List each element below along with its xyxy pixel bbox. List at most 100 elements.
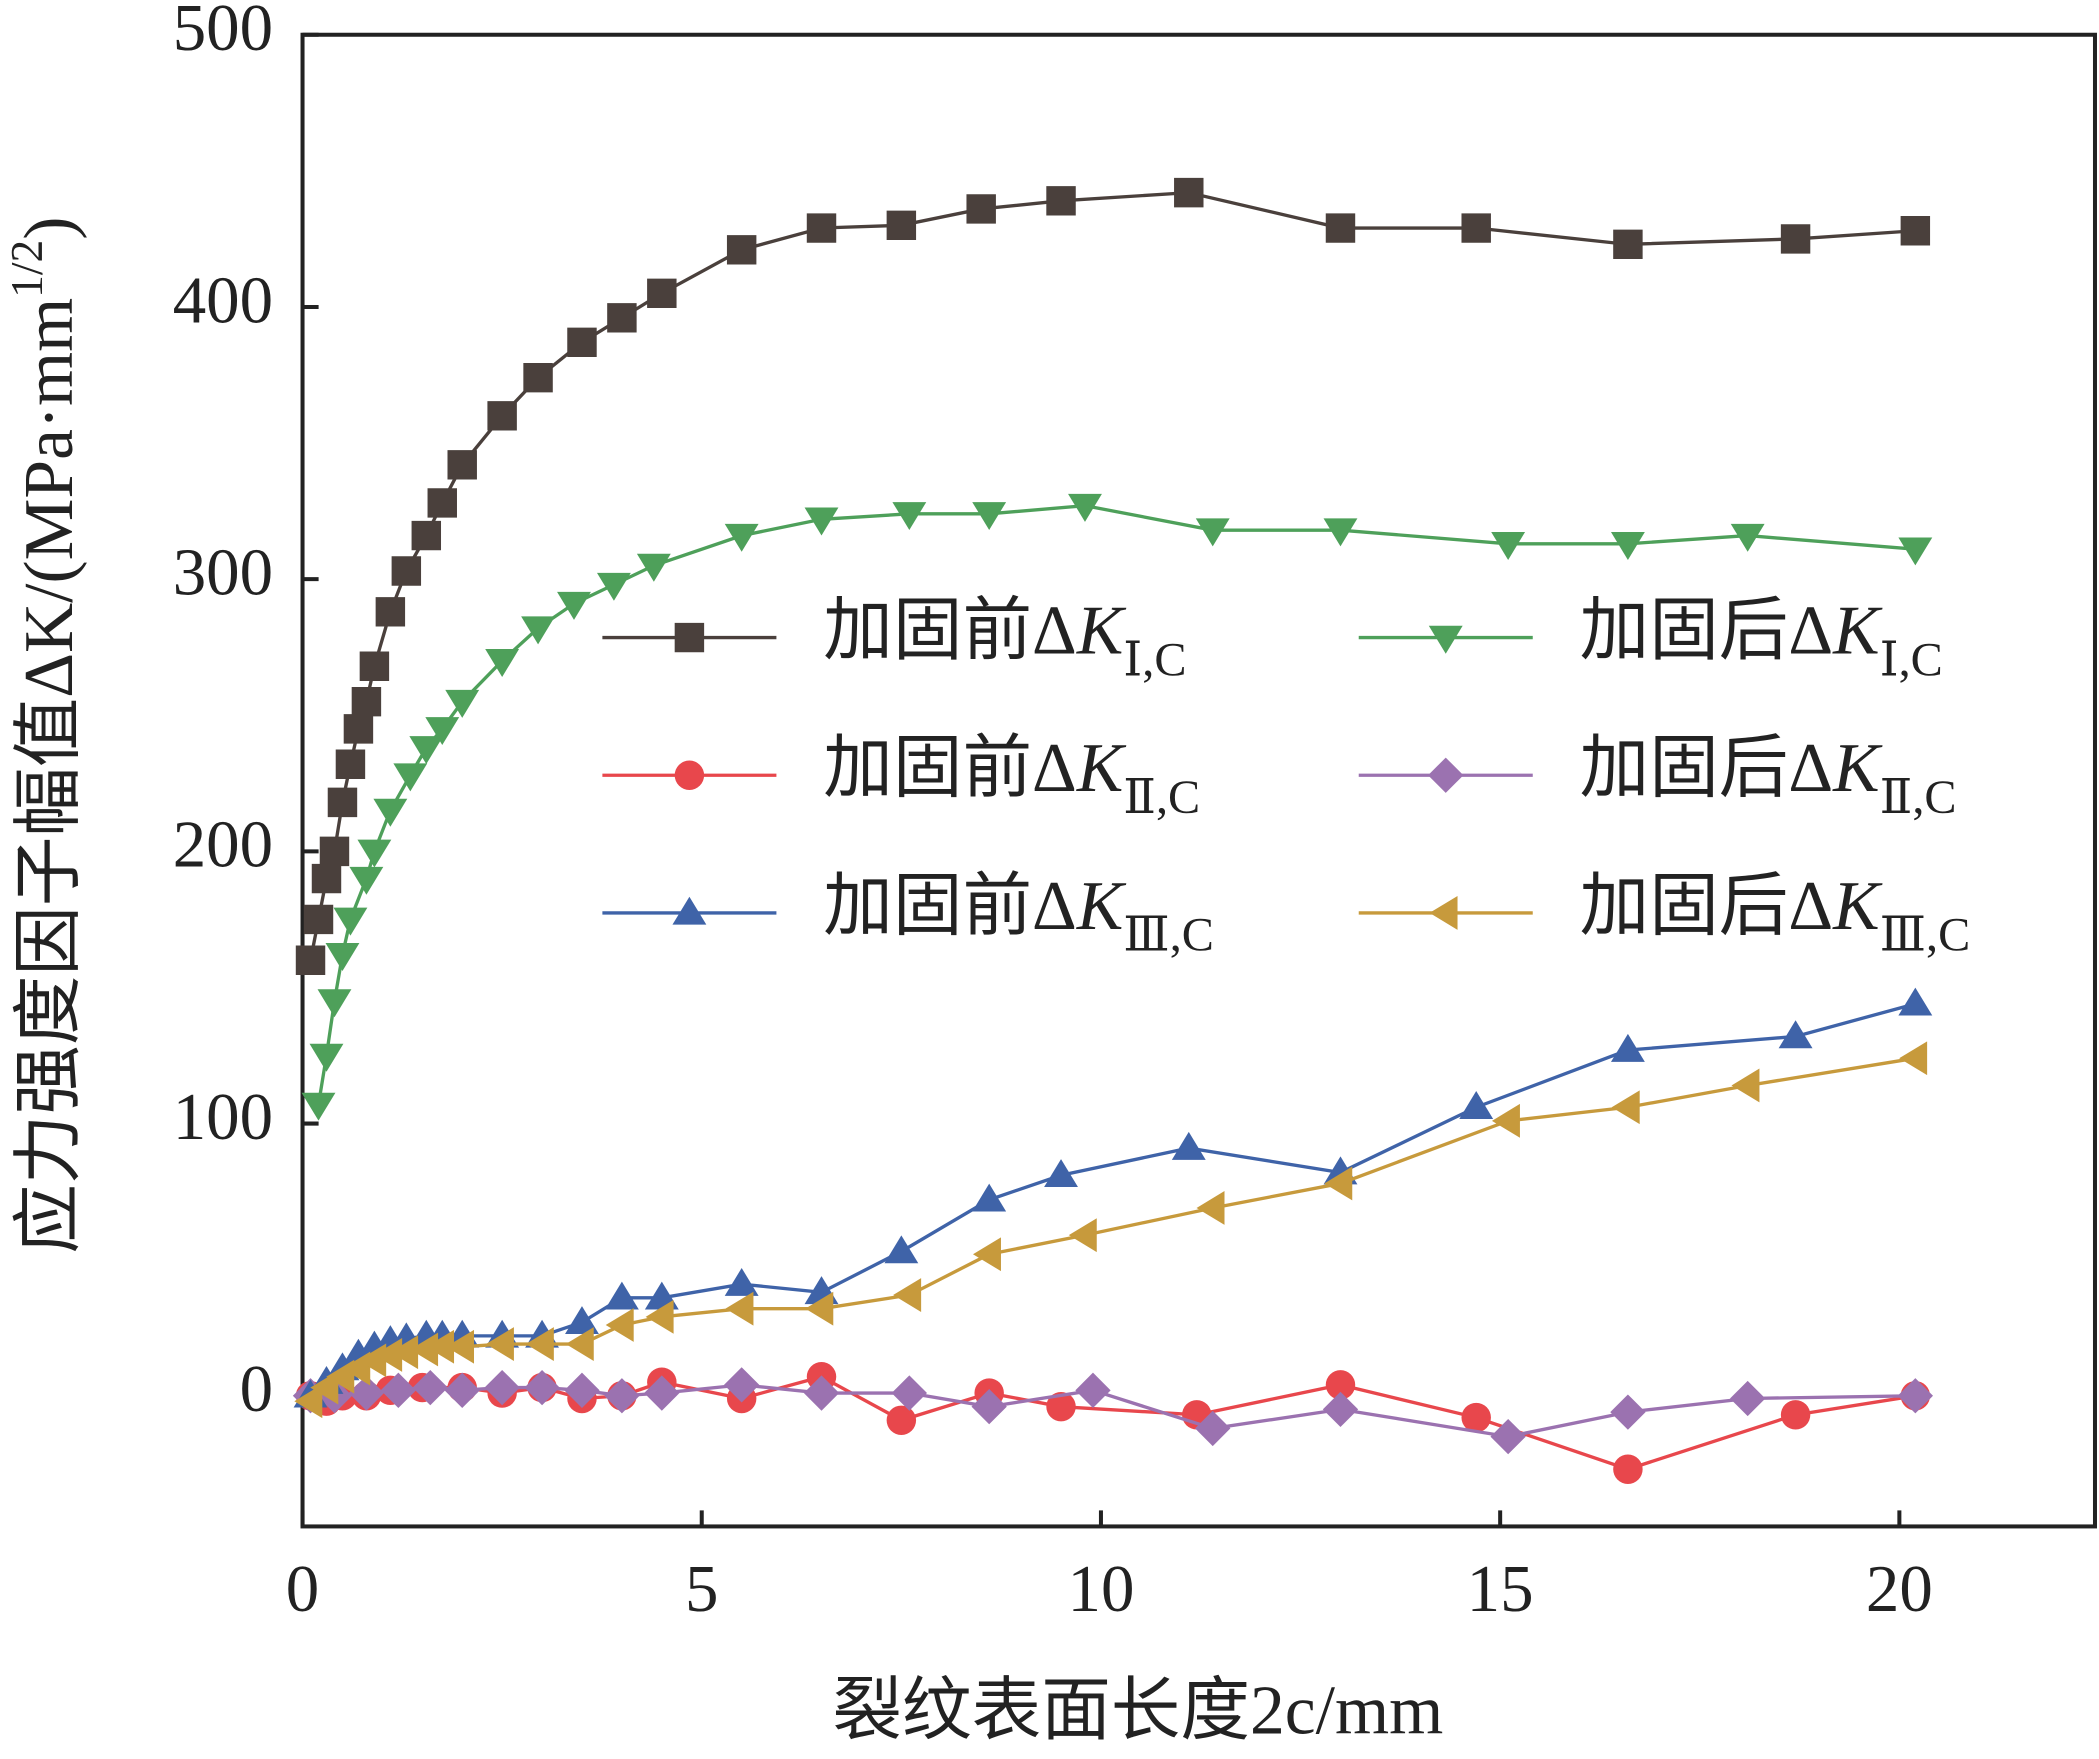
marker [523, 363, 553, 393]
marker [1897, 1378, 1934, 1414]
marker [725, 1291, 754, 1326]
marker [487, 401, 517, 431]
marker [311, 863, 342, 894]
marker [1780, 224, 1811, 254]
y-tick-label: 300 [173, 536, 273, 610]
marker [726, 235, 757, 265]
marker [803, 1375, 840, 1411]
marker [1613, 1454, 1643, 1484]
marker [349, 866, 384, 895]
marker [1610, 1033, 1645, 1062]
marker [1171, 1131, 1206, 1160]
marker [565, 1327, 594, 1361]
marker [333, 907, 368, 936]
marker [972, 502, 1007, 531]
legend-label: 加固后ΔKⅠ,C [1580, 593, 1943, 687]
marker [1461, 213, 1491, 243]
marker [891, 1375, 928, 1411]
marker [1324, 1166, 1353, 1201]
y-tick-label: 100 [173, 1080, 273, 1154]
marker [357, 839, 392, 868]
marker [886, 1405, 917, 1435]
marker [1461, 1402, 1491, 1433]
plot-frame [300, 32, 2097, 1529]
marker [884, 1235, 919, 1264]
marker [485, 1327, 514, 1361]
marker [521, 616, 556, 645]
marker [375, 597, 406, 627]
marker [647, 278, 677, 309]
legend-marker [1429, 896, 1458, 930]
series-line [316, 503, 1916, 1105]
x-tick-label: 15 [1467, 1552, 1534, 1626]
marker [644, 1375, 680, 1411]
marker [724, 523, 759, 552]
marker [380, 1372, 417, 1408]
marker [294, 1384, 323, 1419]
y-tick-label: 0 [240, 1352, 273, 1426]
marker [1196, 1191, 1225, 1225]
y-tick-label: 400 [173, 263, 273, 337]
marker [1491, 532, 1526, 560]
marker [303, 904, 334, 935]
marker [343, 714, 374, 744]
marker [804, 507, 839, 536]
legend-label: 加固前ΔKⅠ,C [823, 593, 1186, 687]
marker [411, 520, 442, 551]
marker [1898, 987, 1933, 1016]
marker [1046, 1391, 1076, 1422]
marker [409, 736, 444, 765]
marker [319, 836, 350, 867]
marker [645, 1299, 674, 1334]
marker [636, 553, 671, 582]
legend-marker [1428, 625, 1463, 654]
marker [1730, 1380, 1766, 1417]
marker [295, 945, 326, 975]
marker [596, 572, 631, 601]
y-tick-label: 200 [173, 808, 273, 882]
marker [309, 1043, 344, 1072]
marker [524, 1369, 560, 1406]
legend-label: 加固后ΔKⅡ,C [1580, 730, 1957, 824]
marker [607, 303, 637, 333]
marker [444, 1372, 480, 1408]
marker [1174, 177, 1204, 208]
marker [390, 1335, 419, 1370]
marker [1778, 1020, 1813, 1049]
marker [1068, 1218, 1097, 1253]
marker [1323, 518, 1358, 547]
marker [557, 591, 591, 620]
marker [1731, 1068, 1760, 1103]
marker [1046, 186, 1076, 216]
marker [301, 1092, 336, 1121]
legend-marker [1428, 757, 1464, 793]
marker [604, 1378, 640, 1414]
marker [1899, 1041, 1928, 1076]
marker [359, 651, 390, 681]
marker [1322, 1391, 1359, 1428]
y-axis-label: 应力强度因子幅值ΔK/(MPa·mm1/2) [2, 217, 89, 1254]
marker [1780, 1400, 1811, 1430]
x-tick-label: 0 [286, 1552, 319, 1626]
legend-marker [674, 760, 705, 790]
marker [1325, 213, 1356, 243]
series-line [308, 190, 1916, 961]
marker [972, 1183, 1007, 1212]
marker [426, 1329, 455, 1364]
marker [567, 327, 597, 358]
marker [1044, 1159, 1078, 1188]
marker [410, 1332, 439, 1367]
marker [1900, 216, 1931, 246]
marker [335, 749, 366, 779]
marker [604, 1281, 639, 1310]
marker [723, 1367, 760, 1403]
legend-label: 加固前ΔKⅢ,C [823, 868, 1214, 962]
marker [971, 1389, 1007, 1425]
marker [564, 1372, 600, 1408]
marker [966, 194, 996, 224]
legend-marker [674, 622, 705, 653]
legend-label: 加固前ΔKⅡ,C [823, 730, 1200, 824]
marker [317, 989, 352, 1018]
marker [348, 1375, 385, 1411]
